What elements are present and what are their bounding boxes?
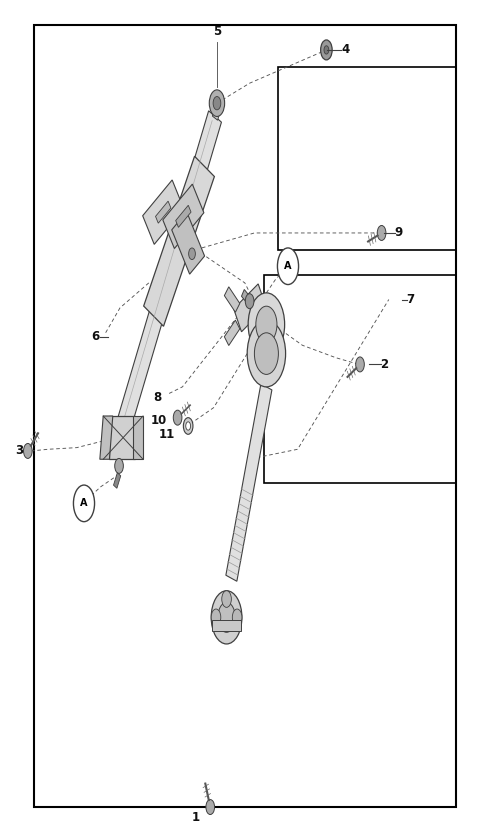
- Text: 2: 2: [380, 358, 388, 371]
- FancyBboxPatch shape: [143, 180, 184, 245]
- Bar: [278, 67, 456, 250]
- Text: 8: 8: [153, 391, 162, 404]
- FancyBboxPatch shape: [156, 201, 171, 223]
- Polygon shape: [224, 320, 240, 345]
- Circle shape: [324, 46, 329, 54]
- Circle shape: [173, 410, 182, 425]
- Polygon shape: [144, 156, 215, 326]
- Text: 6: 6: [91, 330, 99, 344]
- Polygon shape: [241, 290, 251, 305]
- Text: 7: 7: [407, 293, 414, 306]
- Circle shape: [115, 458, 123, 473]
- Circle shape: [248, 293, 285, 356]
- Circle shape: [321, 40, 332, 60]
- Text: 9: 9: [394, 226, 403, 240]
- Circle shape: [245, 294, 254, 309]
- Circle shape: [247, 320, 286, 387]
- Circle shape: [254, 333, 278, 374]
- Text: A: A: [80, 498, 88, 508]
- Circle shape: [183, 418, 193, 434]
- Circle shape: [186, 422, 191, 430]
- Polygon shape: [100, 416, 113, 459]
- Circle shape: [377, 225, 386, 240]
- Circle shape: [211, 591, 242, 644]
- Circle shape: [211, 609, 221, 626]
- Polygon shape: [212, 620, 241, 631]
- Polygon shape: [226, 384, 272, 582]
- Polygon shape: [133, 416, 143, 459]
- FancyBboxPatch shape: [176, 206, 191, 227]
- Circle shape: [24, 443, 32, 458]
- Circle shape: [277, 248, 299, 285]
- FancyBboxPatch shape: [172, 211, 204, 275]
- Text: 5: 5: [213, 25, 221, 38]
- Circle shape: [356, 357, 364, 372]
- FancyBboxPatch shape: [163, 184, 204, 249]
- Circle shape: [73, 485, 95, 522]
- Circle shape: [206, 800, 215, 815]
- Text: 3: 3: [15, 444, 23, 458]
- Polygon shape: [109, 416, 135, 459]
- Polygon shape: [213, 98, 222, 120]
- Circle shape: [232, 609, 242, 626]
- Polygon shape: [113, 111, 221, 447]
- Text: 1: 1: [192, 810, 200, 824]
- Polygon shape: [234, 284, 266, 332]
- Bar: [34, 25, 456, 807]
- Text: 4: 4: [341, 43, 350, 57]
- Circle shape: [218, 602, 235, 632]
- Circle shape: [213, 97, 221, 110]
- Text: 11: 11: [159, 428, 175, 441]
- Circle shape: [209, 90, 225, 116]
- Text: 10: 10: [150, 414, 167, 427]
- Text: A: A: [284, 261, 292, 271]
- Polygon shape: [113, 473, 121, 488]
- Circle shape: [189, 248, 195, 260]
- Circle shape: [222, 591, 231, 607]
- Polygon shape: [224, 287, 240, 312]
- Bar: [264, 275, 456, 483]
- Circle shape: [256, 306, 277, 343]
